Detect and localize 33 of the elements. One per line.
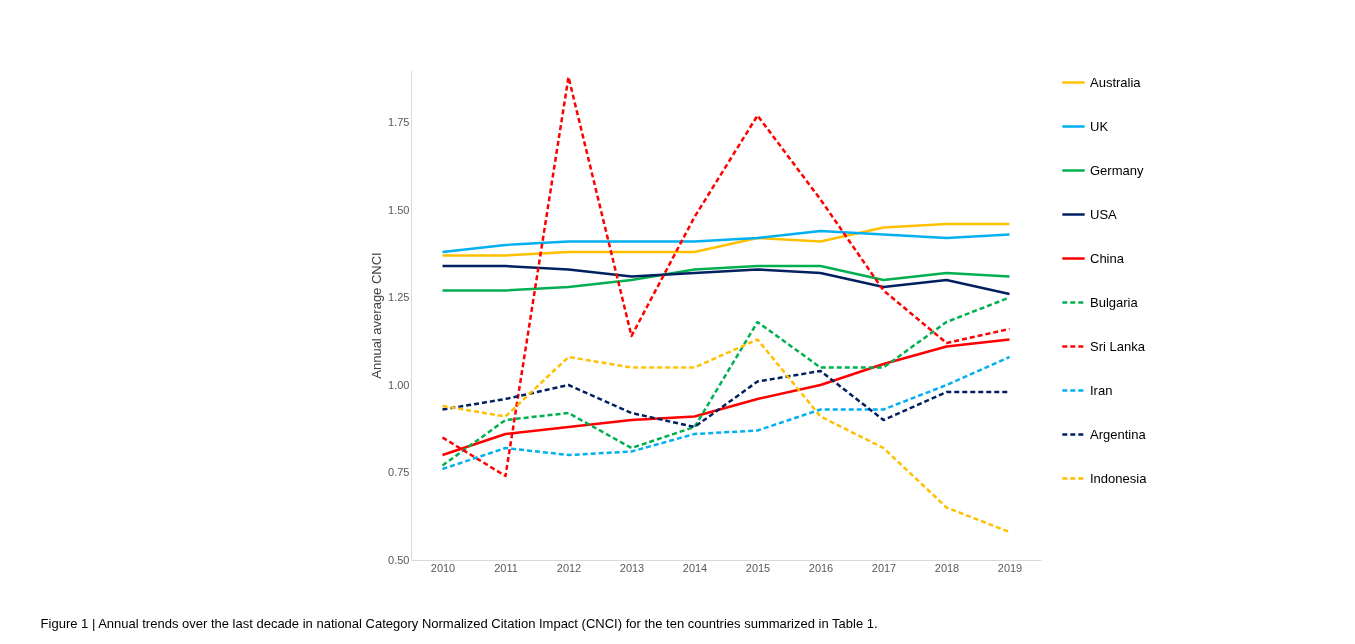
line-series: [441, 338, 1011, 534]
legend-label: China: [1090, 250, 1125, 266]
legend-label: Bulgaria: [1090, 294, 1139, 310]
legend-label: UK: [1090, 118, 1109, 134]
line-series: [441, 229, 1011, 254]
x-tick-label: 2019: [997, 561, 1023, 574]
legend-label: Sri Lanka: [1090, 338, 1146, 354]
x-tick-label: 2011: [494, 561, 518, 574]
legend-label: Germany: [1090, 162, 1144, 178]
line-series: [441, 75, 1011, 478]
legend-label: Australia: [1090, 74, 1142, 90]
x-tick-label: 2015: [745, 561, 771, 574]
y-tick-label: 0.75: [388, 466, 410, 478]
y-axis-title: Annual average CNCI: [369, 252, 385, 379]
legend-label: Iran: [1090, 382, 1113, 398]
x-tick-label: 2012: [556, 561, 582, 574]
line-series: [441, 355, 1011, 471]
y-tick-label: 1.00: [388, 378, 410, 391]
x-tick-label: 2013: [619, 561, 645, 574]
caption: Figure 1 | Annual trends over the last decade in national Category Normalized Citation Impact (CNCI) for the ten countries summarized in Table 1.: [40, 616, 878, 631]
x-tick-label: 2010: [430, 561, 456, 574]
x-tick-label: 2016: [808, 561, 834, 574]
y-tick-label: 1.50: [388, 203, 410, 216]
y-tick-label: 1.75: [388, 116, 410, 128]
legend-label: USA: [1090, 206, 1118, 222]
y-tick-label: 0.50: [388, 553, 410, 566]
legend-label: Indonesia: [1090, 470, 1148, 486]
line-series: [441, 222, 1011, 257]
x-tick-label: 2017: [871, 561, 897, 574]
y-tick-label: 1.25: [388, 291, 410, 303]
x-tick-label: 2014: [682, 561, 708, 574]
x-tick-label: 2018: [934, 561, 960, 574]
legend-label: Argentina: [1090, 426, 1147, 442]
